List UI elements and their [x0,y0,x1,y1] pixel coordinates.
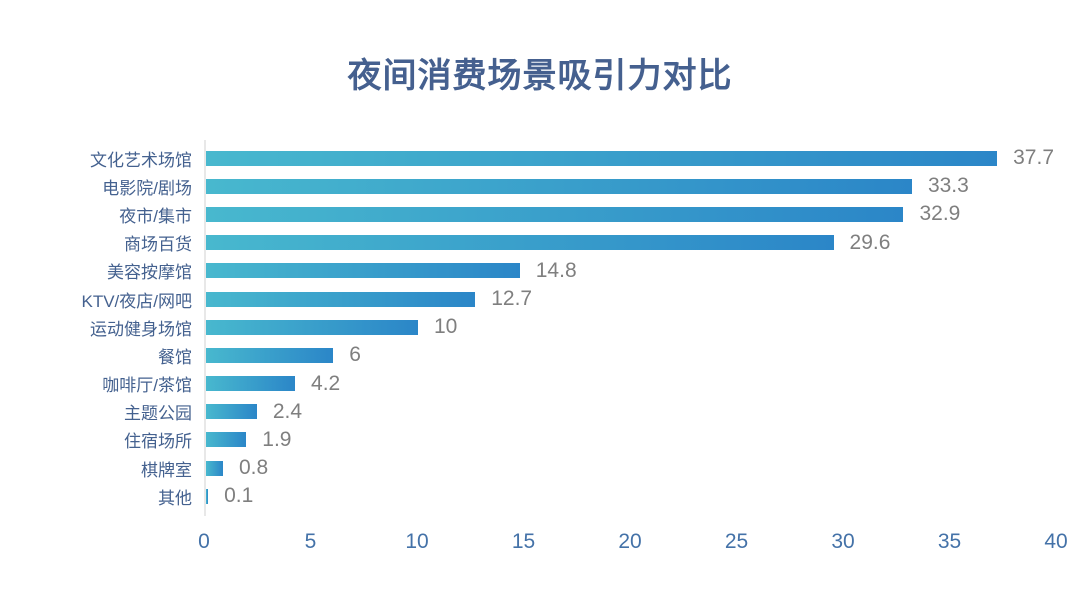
category-label: KTV/夜店/网吧 [81,291,192,311]
value-label: 4.2 [311,371,341,395]
bar-row: 文化艺术场馆 37.7 [90,144,1054,172]
bar-row: 电影院/剧场 33.3 [102,172,1054,200]
bar-row: 住宿场所 1.9 [124,426,1054,454]
bar [206,404,257,420]
value-label: 37.7 [1013,146,1054,170]
value-label: 32.9 [919,202,961,226]
bar-track: 6 [206,343,1054,366]
bar [206,178,912,194]
category-label: 商场百货 [124,235,192,255]
bar-track: 37.7 [206,146,1054,169]
value-label: 1.9 [262,427,292,451]
bar-track: 0.8 [206,456,1054,479]
bar-track: 1.9 [206,428,1054,451]
chart-title: 夜间消费场景吸引力对比 [347,57,733,95]
value-label: 29.6 [849,230,891,254]
bar-track: 33.3 [206,174,1054,197]
bar [206,150,998,166]
bar [206,291,476,307]
value-label: 14.8 [535,258,577,282]
value-label: 0.1 [224,484,254,508]
bar-row: 商场百货 29.6 [124,229,1054,257]
value-label: 12.7 [491,287,533,311]
bar-chart: 文化艺术场馆 37.7 电影院/剧场 33.3 夜市/集市 32.9 商场百货 29.6 美容按… [14,140,1068,560]
x-axis: 0 5 10 15 20 25 30 35 40 [198,530,1068,560]
bar [206,319,418,335]
x-tick-label: 5 [304,530,317,554]
category-label: 主题公园 [124,404,192,424]
x-tick-label: 40 [1044,530,1068,554]
x-tick-label: 10 [405,530,429,554]
bar-row: KTV/夜店/网吧 12.7 [81,285,1054,313]
value-label: 2.4 [272,399,303,423]
bar-row: 美容按摩馆 14.8 [107,257,1054,285]
x-tick-label: 25 [724,530,749,554]
bar-track: 12.7 [206,287,1054,310]
bar-track: 32.9 [206,202,1054,225]
bar [206,206,904,222]
x-tick-label: 15 [511,530,536,554]
category-label: 夜市/集市 [119,206,192,226]
category-label: 运动健身场馆 [90,319,192,339]
bar-track: 10 [206,315,1054,338]
bar [206,235,834,251]
category-label: 住宿场所 [124,432,192,452]
bar-track: 4.2 [206,372,1054,395]
bar-row: 运动健身场馆 10 [90,313,1054,341]
value-label: 0.8 [238,456,269,480]
bar-track: 29.6 [206,231,1054,254]
category-label: 餐馆 [158,347,192,367]
bar [206,488,209,504]
category-label: 文化艺术场馆 [90,150,192,170]
bar-row: 棋牌室 0.8 [141,454,1054,482]
bar-row: 餐馆 6 [158,341,1054,369]
bar-track: 0.1 [206,484,1054,507]
x-tick-label: 35 [937,530,962,554]
x-tick-label: 0 [198,530,210,554]
bar-row: 主题公园 2.4 [124,398,1054,426]
bar-track: 2.4 [206,400,1054,423]
category-label: 咖啡厅/茶馆 [102,376,192,396]
bar-row: 夜市/集市 32.9 [119,200,1054,228]
bar [206,263,520,279]
plot-area: 文化艺术场馆 37.7 电影院/剧场 33.3 夜市/集市 32.9 商场百货 29.6 美容按… [81,140,1054,517]
bar [206,347,334,363]
value-label: 6 [349,343,361,367]
x-tick-label: 30 [831,530,855,554]
category-label: 美容按摩馆 [107,263,192,283]
value-label: 10 [434,315,458,339]
bar-track: 14.8 [206,259,1054,282]
bar-row: 咖啡厅/茶馆 4.2 [102,370,1054,398]
bar [206,460,223,476]
bar [206,376,296,392]
category-label: 其他 [158,488,192,508]
value-label: 33.3 [927,174,969,198]
bar [206,432,247,448]
category-label: 棋牌室 [141,460,192,480]
bar-row: 其他 0.1 [158,482,1054,510]
category-label: 电影院/剧场 [102,178,192,198]
x-tick-label: 20 [618,530,642,554]
